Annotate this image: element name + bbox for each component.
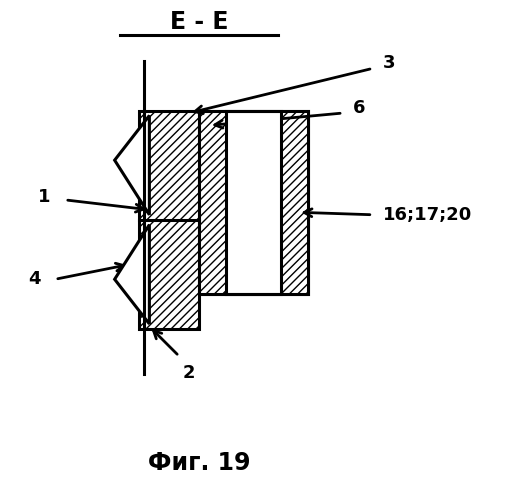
Text: 1: 1	[37, 189, 50, 207]
Text: 4: 4	[28, 270, 40, 288]
Text: Е - Е: Е - Е	[170, 9, 228, 33]
Polygon shape	[226, 111, 281, 294]
Polygon shape	[199, 111, 226, 294]
Text: 16;17;20: 16;17;20	[383, 206, 472, 224]
Polygon shape	[199, 111, 308, 294]
Polygon shape	[115, 116, 149, 215]
Polygon shape	[115, 225, 149, 324]
Text: 3: 3	[383, 54, 395, 72]
Polygon shape	[281, 111, 308, 294]
Text: 6: 6	[353, 99, 365, 117]
Text: 2: 2	[183, 364, 196, 382]
Polygon shape	[140, 111, 199, 329]
Text: Фиг. 19: Фиг. 19	[148, 451, 250, 475]
